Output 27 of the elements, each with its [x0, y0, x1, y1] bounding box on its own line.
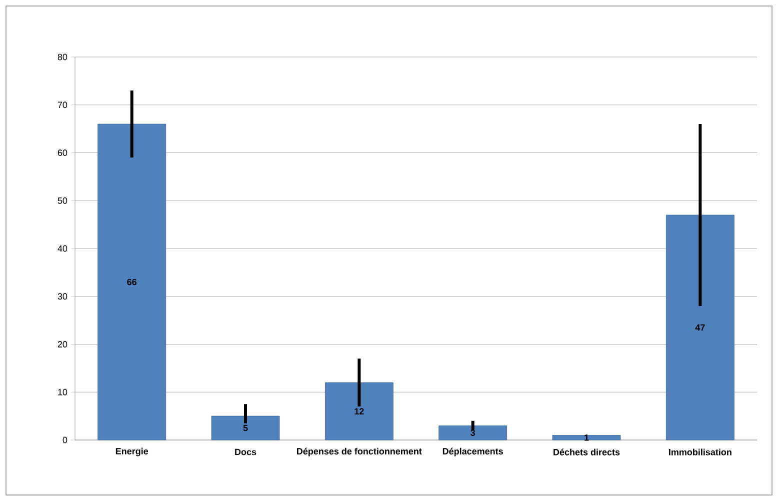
- bar: [324, 382, 394, 440]
- y-tick-label: 50: [58, 197, 68, 204]
- y-tick-label: 30: [58, 293, 68, 300]
- y-tick-label: 80: [58, 54, 68, 60]
- data-label: 47: [695, 324, 705, 331]
- data-label: 1: [584, 434, 589, 441]
- data-label: 3: [470, 430, 476, 436]
- data-label: 66: [127, 278, 137, 286]
- bar: [552, 435, 621, 440]
- data-label: 5: [243, 424, 248, 432]
- y-tick-label: 0: [62, 436, 68, 444]
- x-tick-label: Docs: [235, 448, 256, 456]
- y-tick-label: 10: [58, 388, 68, 396]
- y-tick-label: 20: [58, 341, 68, 348]
- x-tick-label: Dépenses de fonctionnement: [297, 448, 422, 456]
- y-tick-label: 40: [58, 245, 68, 252]
- bar: [438, 425, 508, 440]
- bar: [98, 124, 166, 440]
- x-tick-label: Déchets directs: [554, 448, 620, 456]
- x-tick-label: Déplacements: [442, 448, 503, 456]
- y-tick-label: 70: [58, 102, 68, 108]
- y-tick-label: 60: [58, 150, 68, 156]
- x-tick-label: Immobilisation: [669, 448, 732, 456]
- bar: [666, 214, 734, 440]
- x-tick-label: Energie: [116, 448, 148, 456]
- bar: [211, 416, 280, 440]
- data-label: 12: [354, 408, 364, 414]
